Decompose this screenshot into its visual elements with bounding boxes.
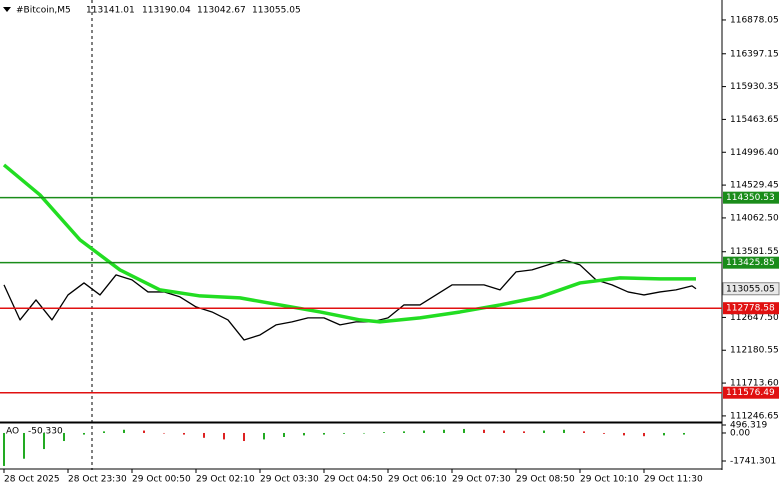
- price-line: [3, 259, 697, 341]
- y-tick-label: 115463.65: [730, 115, 779, 125]
- indicator-value: -50.330: [28, 427, 63, 437]
- indicator-title: AO: [6, 427, 19, 437]
- x-tick-label: 29 Oct 04:50: [324, 475, 383, 485]
- current-price-box: [722, 282, 780, 296]
- ao-bar: [563, 429, 565, 433]
- level-label: 113425.85: [726, 258, 775, 268]
- ohlc-high: 113190.04: [142, 6, 191, 16]
- x-tick-label: 28 Oct 23:30: [68, 475, 127, 485]
- level-label: 114350.53: [726, 193, 775, 203]
- ao-bar: [363, 432, 365, 434]
- y-tick-label: -1741.301: [730, 456, 776, 466]
- ao-bar: [63, 432, 65, 442]
- ohlc-open: 113141.01: [86, 6, 135, 16]
- ao-bar: [103, 431, 105, 433]
- y-tick-label: 111246.65: [730, 411, 779, 421]
- ao-bar: [3, 432, 5, 466]
- y-tick-label: 114062.50: [730, 213, 779, 223]
- x-tick-label: 29 Oct 11:30: [644, 475, 703, 485]
- ao-bar: [543, 430, 545, 433]
- x-tick-label: 28 Oct 2025: [4, 475, 60, 485]
- level-label-box: [723, 302, 779, 315]
- ao-bar: [163, 432, 165, 434]
- ao-bar: [523, 431, 525, 433]
- x-tick-label: 29 Oct 08:50: [516, 475, 575, 485]
- level-label-box: [723, 256, 779, 269]
- ohlc-close: 113055.05: [252, 6, 301, 16]
- y-tick-label: 114529.45: [730, 181, 779, 191]
- ao-bar: [603, 432, 605, 434]
- level-label: 112778.58: [726, 304, 775, 314]
- ao-bar: [323, 432, 325, 435]
- y-tick-label: 116397.15: [730, 49, 779, 59]
- ao-bar: [203, 432, 205, 438]
- ao-bar: [463, 428, 465, 433]
- ao-bar: [423, 430, 425, 433]
- ao-bar: [403, 431, 405, 433]
- ao-bar: [23, 432, 25, 459]
- ao-bar: [623, 432, 625, 436]
- level-label-box: [723, 386, 779, 399]
- ao-bar: [663, 432, 665, 436]
- price-line: [2, 163, 696, 324]
- y-tick-label: 112647.50: [730, 313, 779, 323]
- ao-bar: [263, 432, 265, 440]
- ao-bar: [643, 432, 645, 437]
- y-tick-label: 115930.35: [730, 82, 779, 92]
- ao-bar: [43, 432, 45, 450]
- ao-bar: [483, 429, 485, 433]
- y-tick-label: 113581.55: [730, 247, 779, 257]
- ao-bar: [383, 432, 385, 433]
- menu-arrow[interactable]: [3, 7, 11, 12]
- chart-title: #Bitcoin,M5: [16, 6, 71, 16]
- y-tick-label: 114996.40: [730, 148, 779, 158]
- y-tick-label: 496.319: [730, 420, 767, 430]
- ao-bar: [683, 432, 685, 435]
- x-tick-label: 29 Oct 07:30: [452, 475, 511, 485]
- y-tick-label: 116878.05: [730, 15, 779, 25]
- ao-bar: [503, 430, 505, 433]
- current-price-label: 113055.05: [726, 284, 775, 294]
- ao-bar: [343, 432, 345, 434]
- y-tick-label: 111713.60: [730, 379, 779, 389]
- ao-bar: [443, 429, 445, 433]
- ao-bar: [243, 432, 245, 442]
- y-tick-label: 112180.55: [730, 346, 779, 356]
- ao-bar: [223, 432, 225, 440]
- x-tick-label: 29 Oct 03:30: [260, 475, 319, 485]
- x-tick-label: 29 Oct 00:50: [132, 475, 191, 485]
- level-label-box: [723, 191, 779, 204]
- ao-bar: [583, 431, 585, 433]
- x-tick-label: 29 Oct 06:10: [388, 475, 447, 485]
- y-tick-label: 0.00: [730, 428, 750, 438]
- ao-bar: [303, 432, 305, 436]
- level-label: 111576.49: [726, 388, 775, 398]
- ao-bar: [83, 432, 85, 435]
- x-tick-label: 29 Oct 02:10: [196, 475, 255, 485]
- ao-bar: [123, 429, 125, 433]
- ao-bar: [183, 432, 185, 435]
- ao-bar: [283, 432, 285, 437]
- ao-bar: [143, 430, 145, 433]
- x-tick-label: 29 Oct 10:10: [580, 475, 639, 485]
- ohlc-low: 113042.67: [197, 6, 246, 16]
